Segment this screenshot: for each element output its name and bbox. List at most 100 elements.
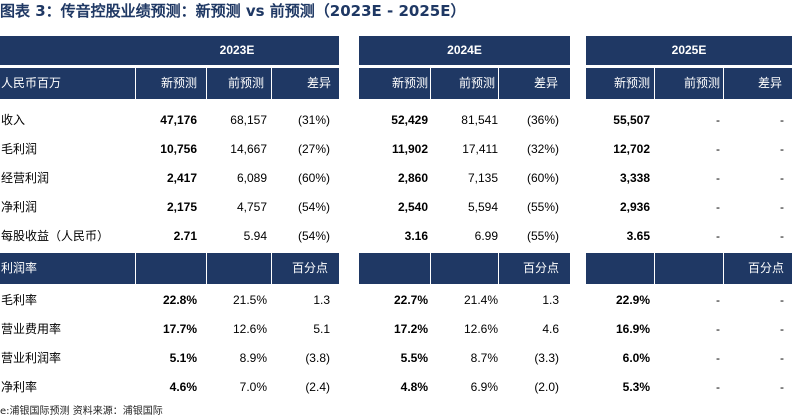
margin-row-cell-new: 6.0% [622,351,650,365]
col-header-diff: 差异 [533,76,558,90]
margin-row-cell-new: 16.9% [615,322,650,336]
margin-row-cell-diff: (3.3) [534,351,559,365]
margin-row-cell-new: 4.8% [400,380,428,394]
col-header-diff: 差异 [306,76,331,90]
year-header-bar [359,36,570,65]
divider [430,68,431,99]
financial-row-cell-prev: 6,089 [236,171,267,185]
margin-row-cell-diff: - [780,322,784,336]
financial-row-cell-new: 2,540 [397,200,428,214]
margin-row-cell-diff: (2.0) [534,380,559,394]
margin-row-cell-diff: - [780,351,784,365]
margin-row-cell-prev: 8.9% [239,351,267,365]
margin-row-cell-prev: 21.4% [463,293,498,307]
divider [135,253,136,284]
financial-row-cell-new: 10,756 [160,142,197,156]
year-label: 2025E [671,43,707,57]
financial-row-cell-prev: 5.94 [243,229,267,243]
financial-row-cell-new: 3,338 [619,171,650,185]
divider [206,68,207,99]
column-header-bar [359,68,570,99]
margin-row-cell-diff: 4.6 [542,322,559,336]
margin-row-cell-new: 4.6% [169,380,197,394]
financial-row-cell-diff: (32%) [526,142,559,156]
margin-row-cell-new: 5.5% [400,351,428,365]
col-header-prev: 前预测 [683,76,720,90]
section-unit: 百分点 [747,261,784,275]
financial-row-cell-diff: (54%) [297,229,330,243]
section-header-bar [586,253,792,284]
margin-row-cell-prev: 6.9% [470,380,498,394]
financial-row-cell-new: 47,176 [160,113,197,127]
margin-row-cell-new: 5.3% [622,380,650,394]
margin-row-label: 毛利率 [1,293,38,307]
margin-row-cell-new: 17.2% [393,322,428,336]
divider [271,253,272,284]
financial-row-cell-new: 52,429 [391,113,428,127]
margin-row-cell-new: 17.7% [162,322,197,336]
financial-row-cell-diff: (60%) [526,171,559,185]
financial-row-cell-prev: 6.99 [474,229,498,243]
financial-row-cell-new: 12,702 [613,142,650,156]
table-title: 图表 3：传音控股业绩预测：新预测 vs 前预测（2023E - 2025E） [0,2,466,20]
year-header-bar [586,36,792,65]
margin-row-cell-diff: - [780,293,784,307]
financial-row-label: 每股收益（人民币） [1,229,110,243]
margin-row-cell-new: 22.7% [393,293,428,307]
financial-row-cell-new: 55,507 [613,113,650,127]
financial-row-cell-diff: - [780,200,784,214]
margin-row-cell-prev: 12.6% [463,322,498,336]
section-unit: 百分点 [522,261,559,275]
year-header-bar [0,36,339,65]
col-header-new: 新预测 [160,76,197,90]
margin-row-cell-diff: 1.3 [313,293,330,307]
financial-row-cell-prev: 7,135 [467,171,498,185]
divider [206,253,207,284]
divider [430,253,431,284]
margin-row-cell-prev: 12.6% [232,322,267,336]
margin-row-cell-diff: 5.1 [313,322,330,336]
financial-row-cell-diff: (27%) [297,142,330,156]
financial-row-cell-diff: - [780,113,784,127]
financial-row-cell-diff: (31%) [297,113,330,127]
year-label: 2023E [219,43,255,57]
financial-row-cell-prev: 4,757 [236,200,267,214]
margin-row-cell-diff: - [780,380,784,394]
margin-row-cell-prev: - [716,322,720,336]
financial-row-cell-new: 2.71 [173,229,197,243]
margin-row-label: 营业费用率 [1,322,62,336]
financial-row-label: 收入 [1,113,26,127]
financial-row-label: 净利润 [1,200,38,214]
source-note: e:浦银国际预测 资料来源：浦银国际 [0,406,163,417]
financial-row-cell-prev: - [716,113,720,127]
divider [271,68,272,99]
divider [654,68,655,99]
margin-row-cell-diff: (2.4) [305,380,330,394]
financial-row-cell-diff: - [780,171,784,185]
financial-row-cell-new: 11,902 [391,142,428,156]
divider [135,68,136,99]
margin-row-cell-new: 5.1% [169,351,197,365]
margin-row-cell-prev: 8.7% [470,351,498,365]
col-header-diff: 差异 [757,76,782,90]
margin-row-cell-prev: - [716,293,720,307]
section-label-margin: 利润率 [1,261,38,275]
col-header-prev: 前预测 [227,76,264,90]
financial-row-label: 经营利润 [1,171,50,185]
margin-row-cell-diff: 1.3 [542,293,559,307]
margin-row-cell-prev: - [716,380,720,394]
margin-row-cell-prev: 21.5% [232,293,267,307]
financial-row-cell-diff: (60%) [297,171,330,185]
divider [654,253,655,284]
financial-row-cell-prev: - [716,142,720,156]
col-header-new: 新预测 [391,76,428,90]
col-header-prev: 前预测 [458,76,495,90]
financial-row-cell-new: 2,860 [397,171,428,185]
divider [498,253,499,284]
financial-row-cell-prev: 68,157 [230,113,267,127]
financial-row-cell-prev: 17,411 [462,142,498,156]
margin-row-cell-prev: - [716,351,720,365]
column-header-bar [0,68,339,99]
section-unit: 百分点 [291,261,328,275]
unit-label: 人民币百万 [1,76,62,90]
